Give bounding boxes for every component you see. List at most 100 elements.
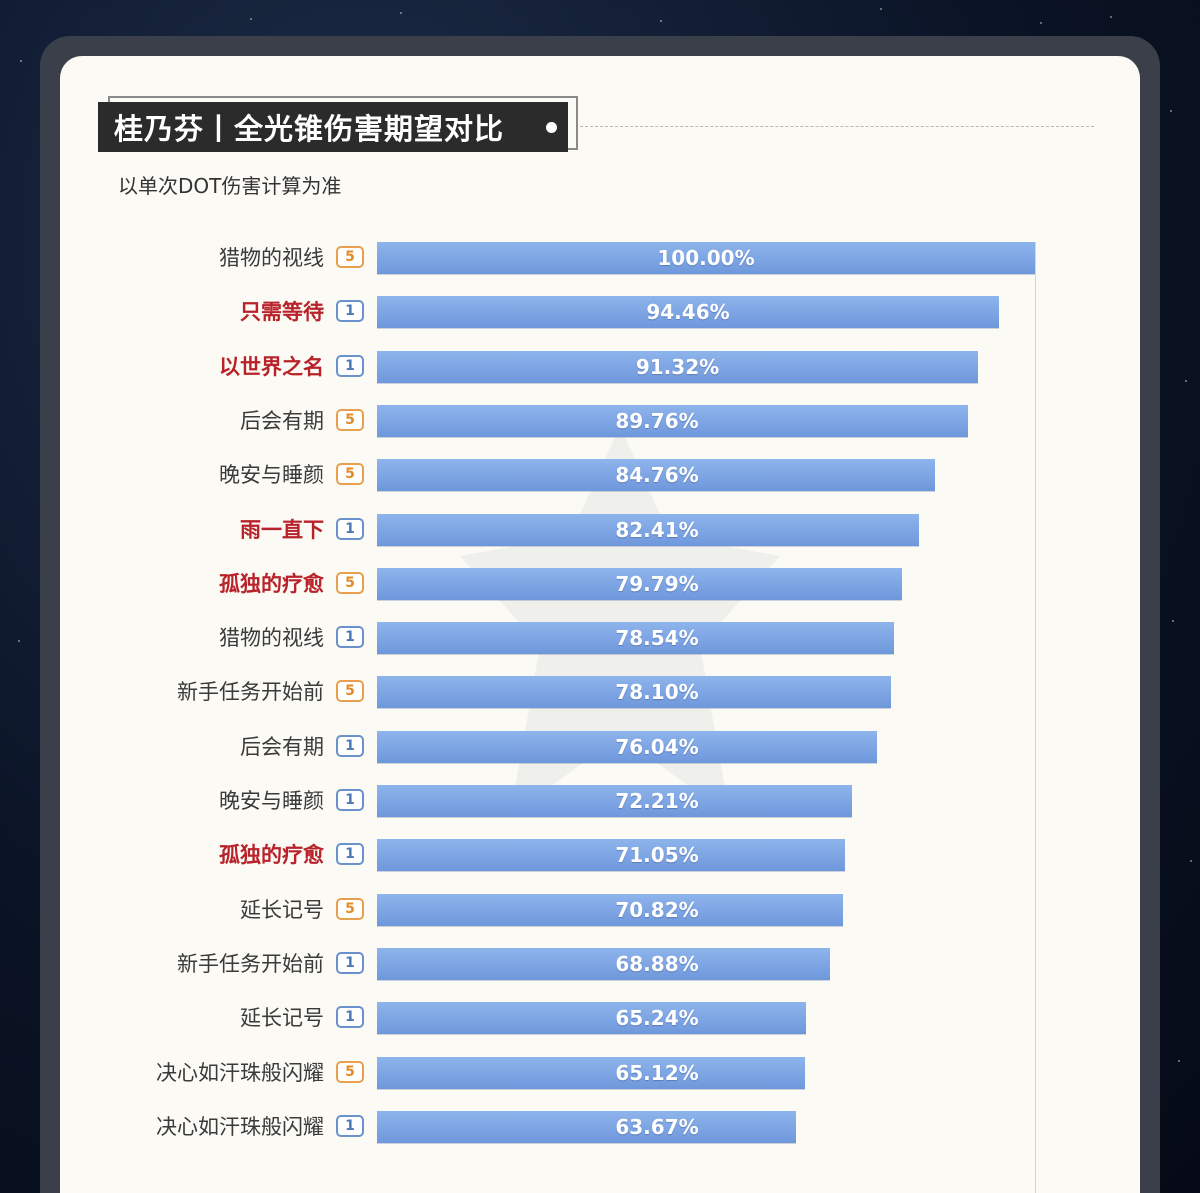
rank-badge: 5 <box>336 680 364 702</box>
bar <box>377 568 902 600</box>
bar <box>377 894 843 926</box>
category-label: 后会有期 <box>240 735 324 759</box>
data-label: 71.05% <box>615 843 699 867</box>
rank-badge: 5 <box>336 409 364 431</box>
star-icon <box>660 20 662 22</box>
bar-row: 以世界之名 1 91.32% <box>60 351 1140 383</box>
data-label: 65.12% <box>615 1061 699 1085</box>
bar <box>377 459 935 491</box>
rank-badge: 1 <box>336 843 364 865</box>
category-label: 晚安与睡颜 <box>219 789 324 813</box>
category-label: 孤独的疗愈 <box>219 843 324 867</box>
bar-row: 决心如汗珠般闪耀 1 63.67% <box>60 1111 1140 1143</box>
star-icon <box>1172 620 1174 622</box>
category-label: 猎物的视线 <box>219 626 324 650</box>
star-icon <box>250 18 252 20</box>
bar <box>377 405 968 437</box>
bar-row: 后会有期 5 89.76% <box>60 405 1140 437</box>
data-label: 65.24% <box>615 1006 699 1030</box>
category-label: 新手任务开始前 <box>177 952 324 976</box>
bar <box>377 1111 796 1143</box>
bar-row: 只需等待 1 94.46% <box>60 296 1140 328</box>
category-label: 后会有期 <box>240 409 324 433</box>
rank-badge: 1 <box>336 1115 364 1137</box>
bar-row: 决心如汗珠般闪耀 5 65.12% <box>60 1057 1140 1089</box>
category-label: 新手任务开始前 <box>177 680 324 704</box>
star-icon <box>1110 16 1112 18</box>
data-label: 72.21% <box>615 789 699 813</box>
chart-title: 桂乃芬丨全光锥伤害期望对比 <box>114 112 505 146</box>
star-icon <box>1190 860 1192 862</box>
bar <box>377 296 999 328</box>
data-label: 78.54% <box>615 626 699 650</box>
rank-badge: 5 <box>336 572 364 594</box>
star-icon <box>1178 1060 1180 1062</box>
bar-row: 猎物的视线 1 78.54% <box>60 622 1140 654</box>
bar-row: 雨一直下 1 82.41% <box>60 514 1140 546</box>
star-icon <box>20 60 22 62</box>
bar-row: 新手任务开始前 5 78.10% <box>60 676 1140 708</box>
bar-row: 后会有期 1 76.04% <box>60 731 1140 763</box>
bar <box>377 242 1035 274</box>
star-icon <box>18 640 20 642</box>
star-icon <box>1185 380 1187 382</box>
bar-row: 延长记号 5 70.82% <box>60 894 1140 926</box>
data-label: 89.76% <box>615 409 699 433</box>
star-icon <box>1170 110 1172 112</box>
bar-row: 新手任务开始前 1 68.88% <box>60 948 1140 980</box>
rank-badge: 5 <box>336 246 364 268</box>
bar <box>377 676 891 708</box>
bar-row: 孤独的疗愈 1 71.05% <box>60 839 1140 871</box>
data-label: 100.00% <box>657 246 755 270</box>
title-dot-icon <box>546 122 557 133</box>
star-icon <box>880 8 882 10</box>
chart-subtitle: 以单次DOT伤害计算为准 <box>118 174 342 198</box>
bar <box>377 1057 805 1089</box>
rank-badge: 5 <box>336 1061 364 1083</box>
data-label: 79.79% <box>615 572 699 596</box>
rank-badge: 1 <box>336 518 364 540</box>
bar <box>377 1002 806 1034</box>
category-label: 决心如汗珠般闪耀 <box>156 1115 324 1139</box>
chart-card: 桂乃芬丨全光锥伤害期望对比 以单次DOT伤害计算为准 猎物的视线 5 100.00%… <box>60 56 1140 1193</box>
bar-row: 延长记号 1 65.24% <box>60 1002 1140 1034</box>
rank-badge: 1 <box>336 789 364 811</box>
data-label: 63.67% <box>615 1115 699 1139</box>
rank-badge: 1 <box>336 952 364 974</box>
bar <box>377 731 877 763</box>
category-label: 猎物的视线 <box>219 246 324 270</box>
data-label: 70.82% <box>615 898 699 922</box>
bar <box>377 839 845 871</box>
bar-row: 晚安与睡颜 5 84.76% <box>60 459 1140 491</box>
category-label: 雨一直下 <box>240 518 324 542</box>
rank-badge: 1 <box>336 1006 364 1028</box>
axis-line <box>1035 242 1036 1193</box>
category-label: 延长记号 <box>240 898 324 922</box>
star-icon <box>1040 22 1042 24</box>
data-label: 76.04% <box>615 735 699 759</box>
data-label: 91.32% <box>635 355 720 379</box>
bar-row: 猎物的视线 5 100.00% <box>60 242 1140 274</box>
bar <box>377 351 978 383</box>
bar <box>377 785 852 817</box>
data-label: 84.76% <box>615 463 699 487</box>
star-icon <box>400 12 402 14</box>
category-label: 延长记号 <box>240 1006 324 1030</box>
data-label: 68.88% <box>615 952 699 976</box>
data-label: 82.41% <box>615 518 699 542</box>
title-banner: 桂乃芬丨全光锥伤害期望对比 <box>98 102 568 152</box>
rank-badge: 1 <box>336 735 364 757</box>
title-divider <box>580 126 1094 127</box>
bar-row: 孤独的疗愈 5 79.79% <box>60 568 1140 600</box>
bar <box>377 948 830 980</box>
bar <box>377 514 919 546</box>
data-label: 78.10% <box>615 680 699 704</box>
category-label: 以世界之名 <box>219 355 324 379</box>
category-label: 只需等待 <box>240 300 324 324</box>
category-label: 晚安与睡颜 <box>219 463 324 487</box>
category-label: 孤独的疗愈 <box>219 572 324 596</box>
bar-row: 晚安与睡颜 1 72.21% <box>60 785 1140 817</box>
rank-badge: 1 <box>336 355 364 377</box>
data-label: 94.46% <box>646 300 730 324</box>
rank-badge: 5 <box>336 898 364 920</box>
